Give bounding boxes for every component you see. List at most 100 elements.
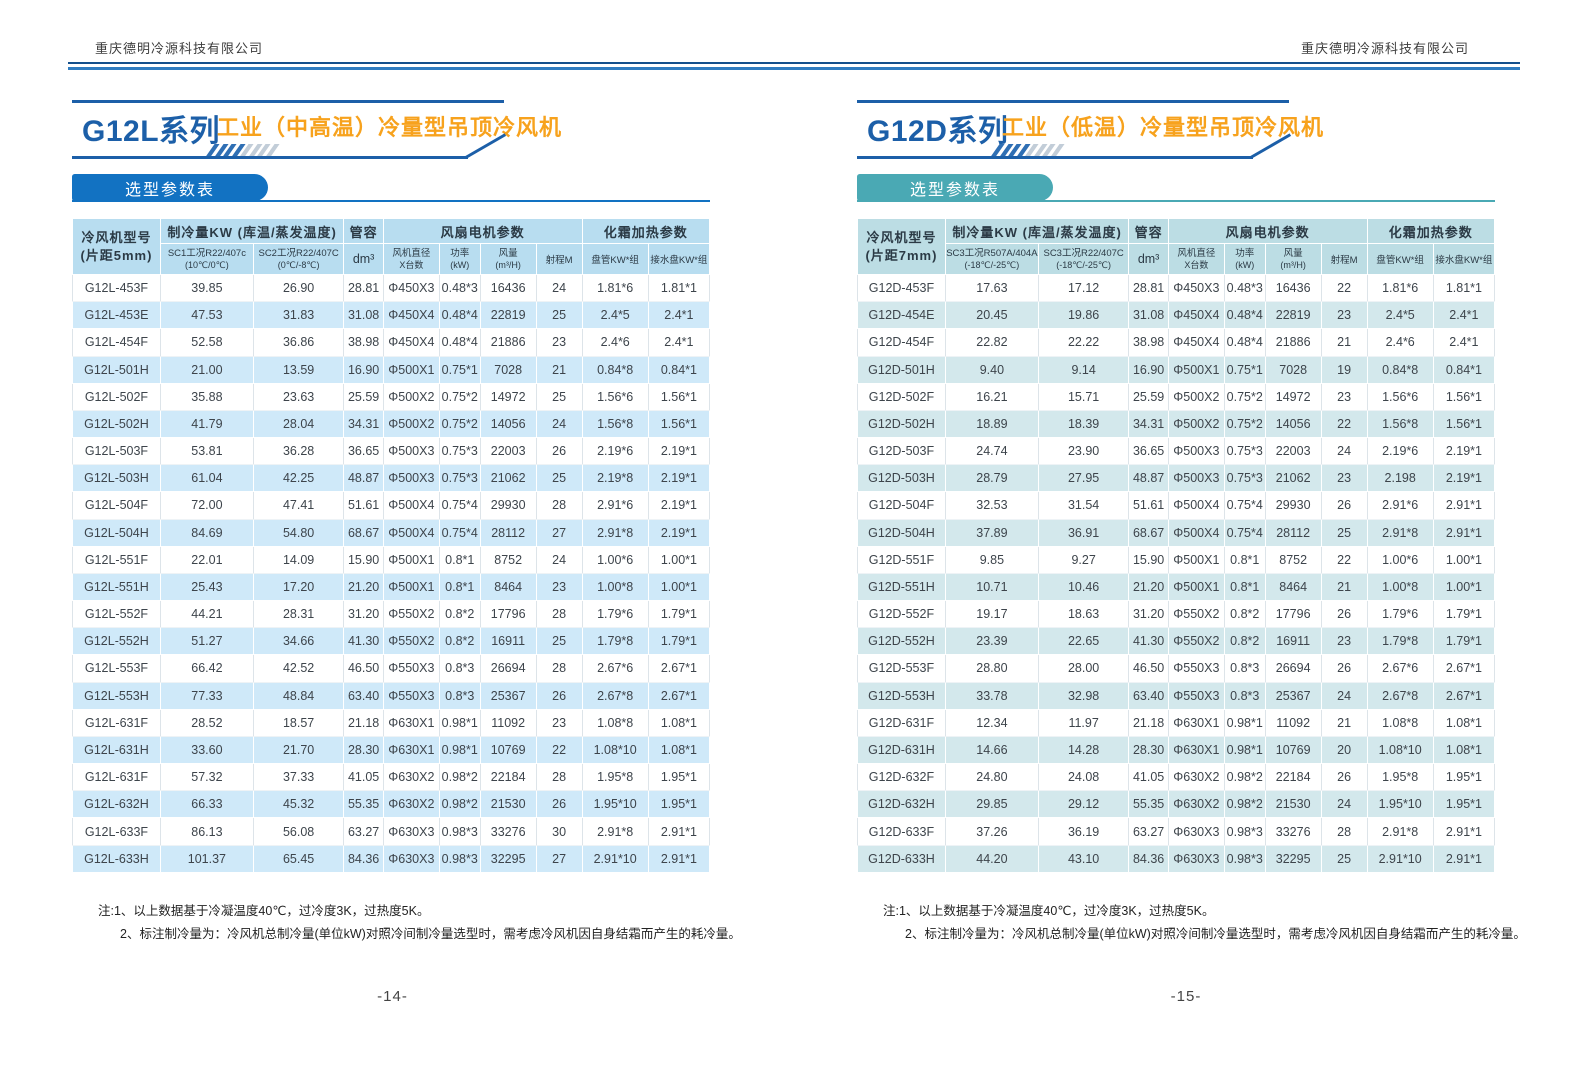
model-cell: G12L-551H [72,573,161,602]
value-cell: 17.20 [252,573,345,602]
model-cell: G12L-453E [72,301,161,330]
sc2-temps: (0℃/-8℃) [277,259,320,270]
model-cell: G12L-632H [72,790,161,819]
value-cell: 53.81 [159,437,254,466]
value-cell: 29.12 [1037,790,1130,819]
value-cell: 11.97 [1037,709,1130,737]
value-cell: 28 [1320,817,1368,846]
sc2-temps: (-18℃/-25℃) [1056,259,1111,270]
value-cell: Φ630X3 [1167,845,1225,874]
value-cell: 1.00*6 [1366,546,1434,574]
value-cell: 28.04 [252,410,345,439]
value-cell: 0.8*1 [438,546,481,574]
col-group-fan-motor: 风扇电机参数 [1167,218,1368,244]
table-row: G12L-631F 57.32 37.33 41.05 Φ630X2 0.98*2 2218… [72,763,711,792]
value-cell: 21530 [1264,790,1322,819]
value-cell: Φ500X1 [1167,546,1225,574]
value-cell: 0.75*2 [1223,410,1266,439]
table-row: G12D-503H 28.79 27.95 48.87 Φ500X3 0.75*3 2106… [857,464,1496,493]
value-cell: 2.4*6 [1366,328,1434,357]
value-cell: 23 [1320,383,1368,411]
value-cell: Φ630X2 [1167,790,1225,819]
table-row: G12D-501H 9.40 9.14 16.90 Φ500X1 0.75*1 7028 19… [857,356,1496,384]
value-cell: 54.80 [252,519,345,547]
table-row: G12D-552H 23.39 22.65 41.30 Φ550X2 0.8*2 16911… [857,627,1496,656]
hatch-decoration [205,144,280,162]
col-header-sc2: SC2工况R22/407C (0℃/-8℃) [252,243,345,275]
value-cell: 0.48*4 [1223,301,1266,330]
value-cell: 2.91*1 [1432,817,1496,846]
table-row: G12L-633H 101.37 65.45 84.36 Φ630X3 0.98*3 322… [72,845,711,874]
value-cell: 7028 [479,356,537,384]
value-cell: 23 [1320,301,1368,330]
value-cell: 25.59 [343,383,384,411]
value-cell: 0.98*3 [438,817,481,846]
value-cell: Φ500X2 [1167,383,1225,411]
value-cell: 2.4*5 [1366,301,1434,330]
value-cell: 28 [535,491,583,520]
value-cell: 16436 [479,274,537,303]
value-cell: 0.75*3 [1223,437,1266,466]
value-cell: 0.75*3 [1223,464,1266,493]
notes: 注:1、以上数据基于冷凝温度40℃，过冷度3K，过热度5K。 2、标注制冷量为：… [98,905,741,940]
value-cell: 11092 [479,709,537,737]
model-cell: G12D-454E [857,301,946,330]
value-cell: 2.19*6 [581,437,649,466]
value-cell: 23.63 [252,383,345,411]
col-header-model: 冷风机型号 (片距5mm) [72,218,161,275]
table-row: G12D-454E 20.45 19.86 31.08 Φ450X4 0.48*4 2281… [857,301,1496,330]
value-cell: 28.80 [944,654,1039,683]
value-cell: 24 [535,274,583,303]
col-group-capacity: 制冷量KW (库温/蒸发温度) [159,218,345,244]
value-cell: 25 [1320,519,1368,547]
value-cell: 23 [535,709,583,737]
title-top-rule [857,100,1289,103]
section-tab-rule [857,199,1495,202]
value-cell: 1.08*10 [581,736,649,765]
value-cell: 22003 [1264,437,1322,466]
value-cell: 9.40 [944,356,1039,384]
value-cell: 22819 [1264,301,1322,330]
value-cell: Φ500X2 [382,383,440,411]
value-cell: 65.45 [252,845,345,874]
value-cell: 37.26 [944,817,1039,846]
value-cell: 0.75*2 [438,383,481,411]
series-title-block: G12L系列 工业（中高温）冷量型吊顶冷风机 [72,96,561,166]
value-cell: Φ550X3 [1167,682,1225,710]
table-row: G12L-553H 77.33 48.84 63.40 Φ550X3 0.8*3 25367… [72,682,711,710]
value-cell: 1.08*1 [1432,709,1496,737]
value-cell: 9.14 [1037,356,1130,384]
value-cell: 31.83 [252,301,345,330]
value-cell: 8464 [479,573,537,602]
value-cell: 57.32 [159,763,254,792]
value-cell: 0.98*3 [1223,845,1266,874]
value-cell: 2.67*1 [1432,654,1496,683]
value-cell: 1.56*1 [647,383,711,411]
value-cell: 2.67*1 [647,682,711,710]
table-row: G12L-453E 47.53 31.83 31.08 Φ450X4 0.48*4 2281… [72,301,711,330]
value-cell: 1.79*1 [647,600,711,629]
value-cell: 9.27 [1037,546,1130,574]
fan-diameter-line2: X台数 [1184,259,1209,270]
value-cell: 14056 [479,410,537,439]
value-cell: Φ500X3 [1167,464,1225,493]
value-cell: 25367 [1264,682,1322,710]
value-cell: 22.22 [1037,328,1130,357]
value-cell: 0.8*2 [438,627,481,656]
value-cell: 2.4*1 [1432,328,1496,357]
value-cell: Φ500X1 [1167,573,1225,602]
value-cell: 0.84*1 [1432,356,1496,384]
value-cell: 28 [535,600,583,629]
value-cell: 2.67*6 [581,654,649,683]
value-cell: Φ450X3 [382,274,440,303]
value-cell: 86.13 [159,817,254,846]
value-cell: 0.48*3 [1223,274,1266,303]
value-cell: 63.40 [343,682,384,710]
model-cell: G12D-503H [857,464,946,493]
col-header-model-line2: (片距5mm) [80,247,153,263]
model-cell: G12L-552F [72,600,161,629]
value-cell: 24 [1320,682,1368,710]
model-cell: G12L-551F [72,546,161,574]
value-cell: Φ500X4 [1167,519,1225,547]
model-cell: G12L-501H [72,356,161,384]
